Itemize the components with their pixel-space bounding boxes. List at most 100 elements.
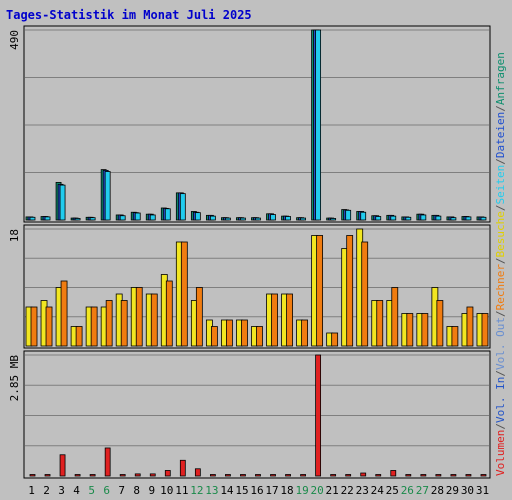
x-tick-label: 29 <box>446 484 459 497</box>
y-max-label: 2.85 MB <box>8 355 21 402</box>
x-tick-label: 10 <box>160 484 173 497</box>
bar-bottom-volumen-day-31 <box>480 474 487 477</box>
legend-entry: / <box>494 370 507 377</box>
x-tick-label: 1 <box>28 484 35 497</box>
bar-middle-rechner-day-9 <box>150 293 158 347</box>
bar-bottom-volumen-day-25 <box>390 470 397 477</box>
bar-top-seiten-day-14 <box>225 217 231 221</box>
bar-top-seiten-day-20 <box>315 29 322 221</box>
bar-top-seiten-day-25 <box>390 215 397 221</box>
bar-middle-rechner-day-23 <box>361 241 369 347</box>
legend-entry: Dateien <box>494 112 507 158</box>
x-tick-label: 26 <box>401 484 414 497</box>
bar-middle-rechner-day-27 <box>421 313 429 347</box>
bar-middle-rechner-day-15 <box>241 319 248 347</box>
x-tick-label: 27 <box>416 484 429 497</box>
x-tick-label: 5 <box>88 484 95 497</box>
bar-middle-rechner-day-29 <box>451 326 459 347</box>
bar-bottom-volumen-day-26 <box>405 474 412 477</box>
bar-top-seiten-day-6 <box>104 171 111 221</box>
x-tick-label: 2 <box>43 484 50 497</box>
bar-middle-rechner-day-8 <box>135 287 143 347</box>
bar-top-seiten-day-24 <box>375 216 382 221</box>
bar-middle-rechner-day-2 <box>45 306 53 347</box>
bar-middle-rechner-day-18 <box>286 293 293 347</box>
bar-bottom-volumen-day-6 <box>104 447 111 477</box>
panel-border <box>23 350 491 479</box>
bar-bottom-volumen-day-13 <box>209 474 216 477</box>
bar-middle-rechner-day-21 <box>331 332 339 347</box>
x-tick-label: 20 <box>311 484 324 497</box>
bar-bottom-volumen-day-24 <box>375 474 382 477</box>
bar-middle-rechner-day-12 <box>195 287 203 347</box>
bar-bottom-volumen-day-29 <box>450 474 457 477</box>
x-axis-labels: 1 2 3 4 5 6 7 8 9 10 11 12 13 14 15 16 17 18 19 20 21 22 23 24 2… <box>28 484 489 497</box>
x-tick-label: 11 <box>175 484 188 497</box>
bar-bottom-volumen-day-2 <box>44 474 51 477</box>
bar-top-seiten-day-22 <box>345 209 352 221</box>
x-tick-label: 31 <box>476 484 489 497</box>
bar-bottom-volumen-day-17 <box>270 474 276 477</box>
legend-entry: / <box>494 310 507 317</box>
bar-middle-rechner-day-17 <box>271 293 278 347</box>
bar-middle-rechner-day-16 <box>256 326 263 347</box>
bar-top-seiten-day-5 <box>89 217 96 221</box>
bar-top-seiten-day-16 <box>255 217 261 221</box>
bar-middle-rechner-day-19 <box>301 319 308 347</box>
panel-bottom: 2.85 MB <box>8 350 491 479</box>
bar-bottom-volumen-day-7 <box>119 474 126 477</box>
bar-bottom-volumen-day-5 <box>89 474 96 477</box>
bar-top-seiten-day-9 <box>149 214 156 221</box>
bar-middle-rechner-day-20 <box>316 235 324 347</box>
panel-border <box>23 224 491 349</box>
legend-entry: / <box>494 423 507 430</box>
bar-middle-rechner-day-5 <box>90 306 98 347</box>
bar-top-seiten-day-28 <box>435 215 442 221</box>
bar-top-seiten-day-13 <box>209 215 216 221</box>
legend-entry: / <box>494 204 507 211</box>
x-tick-label: 8 <box>133 484 140 497</box>
bar-middle-rechner-day-13 <box>210 326 218 347</box>
bar-bottom-volumen-day-3 <box>59 454 66 477</box>
x-tick-label: 7 <box>118 484 125 497</box>
bar-bottom-volumen-day-10 <box>164 470 171 477</box>
bar-top-seiten-day-23 <box>360 211 367 221</box>
legend-entry: Besuche <box>494 211 507 257</box>
bar-middle-rechner-day-14 <box>226 319 233 347</box>
x-tick-label: 17 <box>265 484 278 497</box>
bar-bottom-volumen-day-15 <box>240 474 246 477</box>
x-tick-label: 21 <box>326 484 339 497</box>
bar-top-seiten-day-12 <box>194 212 201 221</box>
legend-entry: Seiten <box>494 165 507 205</box>
bar-top-seiten-day-31 <box>480 216 487 221</box>
bar-bottom-volumen-day-16 <box>255 474 261 477</box>
bar-bottom-volumen-day-30 <box>465 474 472 477</box>
bar-bottom-volumen-day-14 <box>225 474 231 477</box>
x-tick-label: 15 <box>235 484 248 497</box>
bar-bottom-volumen-day-23 <box>360 472 367 477</box>
x-tick-label: 25 <box>386 484 399 497</box>
bar-bottom-volumen-day-19 <box>300 474 306 477</box>
bar-middle-rechner-day-10 <box>165 280 173 347</box>
panel-top: 490 <box>8 25 491 223</box>
bar-top-seiten-day-21 <box>330 218 337 221</box>
bar-top-seiten-day-15 <box>240 217 246 221</box>
bar-middle-rechner-day-30 <box>466 306 474 347</box>
chart-panels: 490 18 2.85 MB <box>8 25 491 479</box>
bar-bottom-volumen-day-28 <box>435 474 442 477</box>
bar-middle-rechner-day-6 <box>105 300 113 347</box>
bar-bottom-volumen-day-22 <box>345 474 352 477</box>
bar-middle-rechner-day-24 <box>376 300 384 347</box>
x-tick-label: 3 <box>58 484 65 497</box>
x-tick-label: 12 <box>190 484 203 497</box>
bar-middle-rechner-day-7 <box>120 300 128 347</box>
bar-middle-rechner-day-25 <box>391 287 399 347</box>
bar-bottom-volumen-day-12 <box>194 468 201 477</box>
y-max-label: 490 <box>8 30 21 50</box>
legend-entry: Rechner <box>494 264 507 311</box>
bar-top-seiten-day-30 <box>465 216 472 221</box>
bar-top-seiten-day-10 <box>164 208 171 221</box>
bar-bottom-volumen-day-18 <box>285 474 291 477</box>
